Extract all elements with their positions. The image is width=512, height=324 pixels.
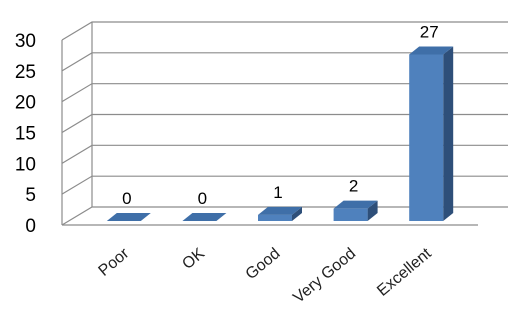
bars <box>106 46 454 222</box>
bar-top <box>333 200 378 209</box>
y-tick-label: 5 <box>25 185 36 206</box>
bar-top <box>258 206 302 215</box>
data-label: 0 <box>198 189 207 208</box>
data-label: 27 <box>420 23 439 42</box>
y-tick-label: 30 <box>15 31 36 52</box>
bar-excellent <box>409 46 454 221</box>
data-label: 2 <box>349 177 358 196</box>
x-axis-ticks: Poor OK Good Very Good Excellent <box>96 245 436 307</box>
x-tick-label: Good <box>243 245 284 283</box>
data-label: 0 <box>122 189 131 208</box>
bar-side <box>443 46 454 221</box>
y-tick-label: 20 <box>15 93 36 114</box>
y-tick-label: 0 <box>25 216 36 237</box>
bar-side <box>292 206 302 221</box>
data-labels: 0 0 1 2 27 <box>122 23 439 209</box>
bar-front <box>333 208 368 221</box>
bar-top <box>106 213 151 221</box>
bar-front <box>409 54 444 221</box>
x-tick-label: Excellent <box>374 245 435 300</box>
x-tick-label: Very Good <box>290 245 359 307</box>
bar-good <box>258 206 302 221</box>
data-label: 1 <box>273 183 282 202</box>
y-axis-ticks: 0 5 10 15 20 25 30 <box>15 31 36 237</box>
bar-very-good <box>333 200 378 221</box>
bar-top <box>182 213 227 221</box>
bar-front <box>258 214 292 221</box>
y-tick-label: 10 <box>15 154 36 175</box>
gridline-30 <box>61 21 508 41</box>
x-tick-label: Poor <box>96 245 133 280</box>
bar-side <box>367 200 378 221</box>
gridlines <box>61 21 508 226</box>
x-tick-label: OK <box>179 245 208 273</box>
bar-poor <box>106 213 151 222</box>
bar-ok <box>182 213 227 222</box>
y-tick-label: 25 <box>15 62 36 83</box>
bar-top <box>409 46 454 55</box>
y-tick-label: 15 <box>15 124 36 145</box>
